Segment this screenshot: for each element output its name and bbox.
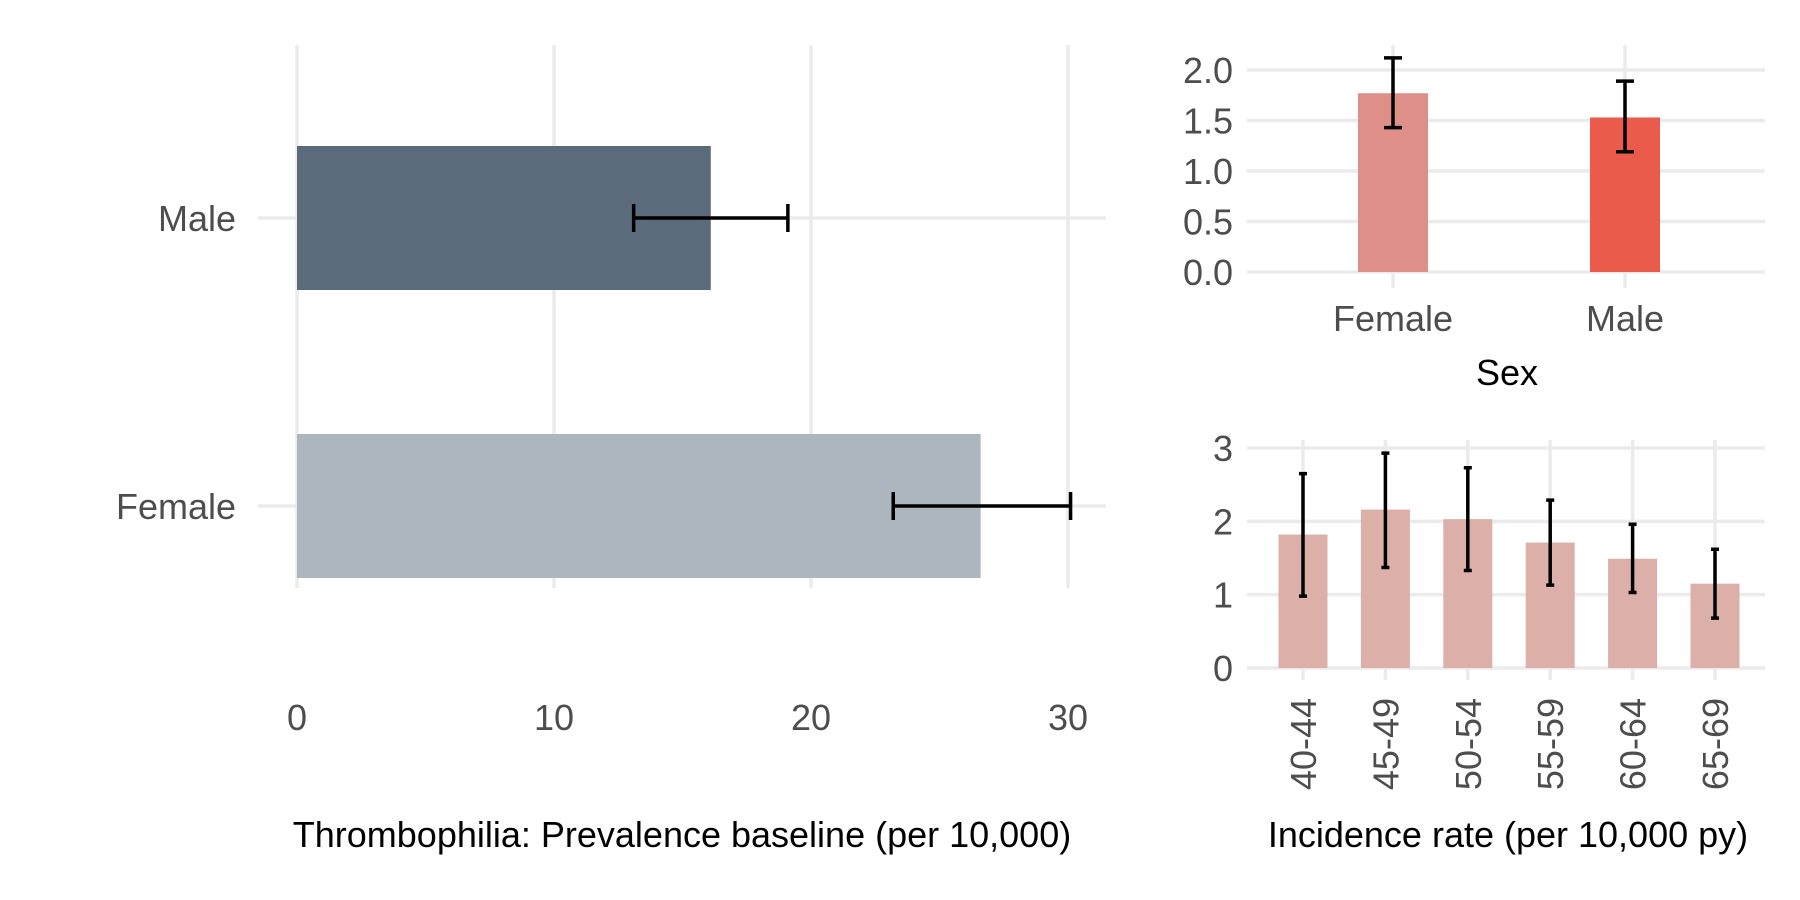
error-bar-45-49 [1381, 451, 1390, 570]
error-bar-male [1616, 79, 1634, 154]
error-bar-female [891, 492, 1073, 520]
y-tick-label: 2 [1213, 501, 1233, 542]
x-tick-label: 0 [287, 697, 307, 738]
y-tick-label: Male [158, 198, 236, 239]
y-tick-label: 3 [1213, 428, 1233, 469]
x-axis-title: Incidence rate (per 10,000 py) [1268, 814, 1748, 855]
x-tick-label: 60-64 [1613, 698, 1654, 790]
error-bar-60-64 [1628, 522, 1637, 595]
error-bar-male [631, 204, 790, 232]
error-bar-40-44 [1299, 471, 1307, 598]
y-tick-label: 1 [1213, 575, 1233, 616]
error-bar-50-54 [1463, 466, 1472, 573]
error-bar-65-69 [1711, 547, 1719, 620]
x-tick-label: 30 [1048, 697, 1088, 738]
y-tick-label: 2.0 [1183, 50, 1233, 91]
x-tick-label: 40-44 [1283, 698, 1324, 790]
x-tick-label: 50-54 [1448, 698, 1489, 790]
y-tick-label: 0.5 [1183, 202, 1233, 243]
x-tick-label: Male [1586, 298, 1664, 339]
y-tick-label: Female [116, 486, 236, 527]
y-tick-label: 0 [1213, 648, 1233, 689]
x-tick-label: 55-59 [1530, 698, 1571, 790]
y-tick-label: 1.0 [1183, 151, 1233, 192]
x-tick-label: 10 [534, 697, 574, 738]
prevalence-chart: Male Female 0 10 20 30 Thrombophilia: Prevalen… [116, 45, 1106, 855]
error-bar-55-59 [1546, 498, 1555, 587]
incidence-by-sex-chart: 0.0 0.5 1.0 1.5 2.0 Female Male Sex [1183, 45, 1765, 393]
x-tick-label: 65-69 [1695, 698, 1736, 790]
bar-female [297, 434, 981, 578]
x-tick-label: 20 [791, 697, 831, 738]
x-tick-label: 45-49 [1365, 698, 1406, 790]
y-tick-label: 1.5 [1183, 101, 1233, 142]
x-axis-title: Thrombophilia: Prevalence baseline (per … [293, 814, 1071, 855]
x-axis-title: Sex [1476, 352, 1538, 393]
incidence-by-age-chart: 0 1 2 3 40-44 45-49 50-54 55-59 60-64 65-69 Incide… [1213, 428, 1765, 855]
error-bar-female [1384, 56, 1402, 130]
y-tick-label: 0.0 [1183, 252, 1233, 293]
x-tick-label: Female [1333, 298, 1453, 339]
